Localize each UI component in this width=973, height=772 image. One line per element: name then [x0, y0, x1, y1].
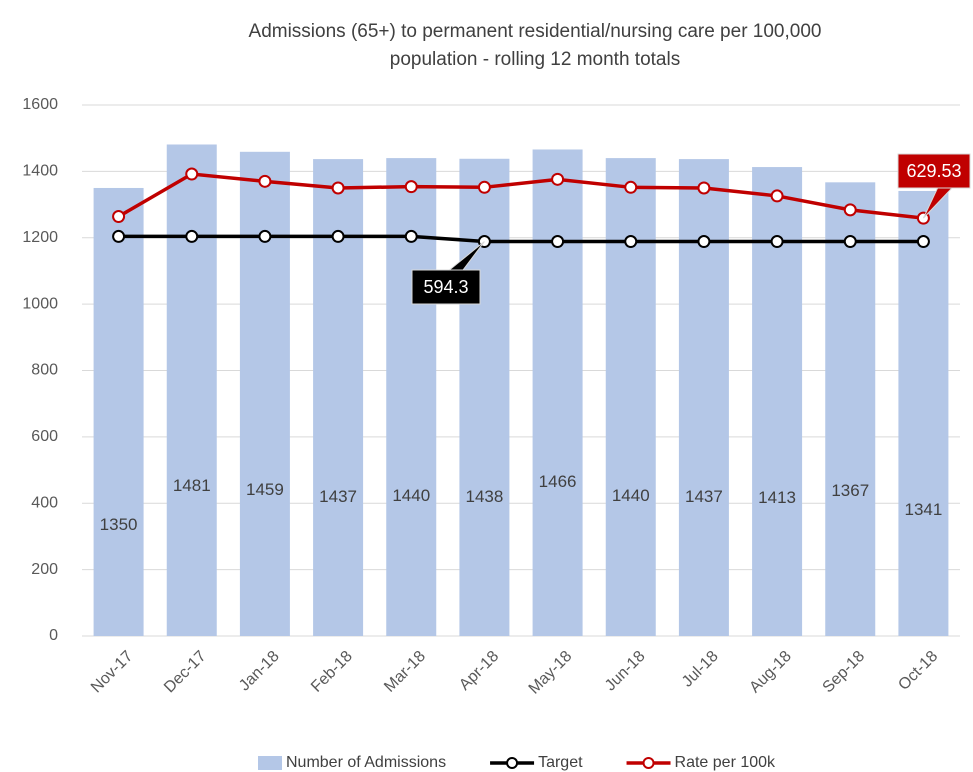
y-tick-label: 1600	[22, 96, 58, 113]
data-label: 1438	[466, 487, 504, 506]
data-label: 1437	[685, 487, 723, 506]
callout-label: 594.3	[423, 277, 468, 297]
bar	[459, 158, 510, 637]
marker	[331, 229, 345, 243]
y-tick-label: 400	[31, 494, 58, 511]
legend-marker	[506, 757, 519, 769]
y-tick-label: 200	[31, 561, 58, 578]
y-tick-label: 1200	[22, 229, 58, 246]
marker	[551, 172, 565, 186]
x-tick-label: Jan-18	[236, 648, 283, 695]
bar	[825, 182, 876, 636]
data-label: 1440	[392, 486, 430, 505]
bar	[678, 159, 729, 636]
marker	[770, 235, 784, 249]
data-label: 1466	[539, 472, 577, 491]
bar	[93, 187, 144, 636]
x-tick-label: Mar-18	[381, 648, 429, 696]
data-label: 1350	[100, 515, 138, 534]
data-label: 1440	[612, 486, 650, 505]
marker	[258, 174, 272, 188]
x-tick-label: Jul-18	[679, 648, 722, 691]
bar	[166, 144, 217, 637]
marker	[258, 229, 272, 243]
legend-label: Rate per 100k	[675, 754, 777, 771]
x-tick-label: Oct-18	[895, 648, 941, 694]
x-tick-label: Dec-17	[161, 648, 210, 697]
legend-swatch	[258, 756, 282, 770]
marker	[185, 229, 199, 243]
marker	[770, 189, 784, 203]
y-tick-label: 0	[49, 627, 58, 644]
bar	[239, 151, 290, 636]
data-label: 1459	[246, 480, 284, 499]
marker	[185, 167, 199, 181]
data-label: 1481	[173, 476, 211, 495]
callout-box	[897, 153, 971, 219]
x-tick-label: Aug-18	[746, 648, 795, 697]
marker	[916, 235, 930, 249]
marker	[404, 229, 418, 243]
callout-box	[411, 241, 485, 305]
bar	[898, 190, 949, 636]
data-label: 1413	[758, 488, 796, 507]
legend-label: Number of Admissions	[286, 754, 446, 771]
marker	[697, 235, 711, 249]
y-tick-label: 600	[31, 428, 58, 445]
bar	[532, 149, 583, 636]
x-tick-label: May-18	[526, 648, 576, 698]
marker	[331, 181, 345, 195]
marker	[843, 203, 857, 217]
marker	[843, 235, 857, 249]
x-tick-label: Sep-18	[820, 648, 869, 697]
y-tick-label: 800	[31, 362, 58, 379]
bar	[605, 158, 656, 636]
x-tick-label: Jun-18	[602, 648, 649, 695]
x-tick-label: Feb-18	[308, 648, 356, 696]
marker	[477, 180, 491, 194]
data-label: 1437	[319, 487, 357, 506]
legend-label: Target	[538, 754, 583, 771]
marker	[624, 235, 638, 249]
marker	[112, 229, 126, 243]
x-tick-label: Apr-18	[456, 648, 502, 694]
callout-label: 629.53	[906, 161, 961, 181]
line	[118, 234, 924, 244]
legend-marker	[642, 757, 655, 769]
marker	[551, 235, 565, 249]
marker	[404, 180, 418, 194]
bar	[386, 158, 437, 636]
line	[117, 172, 924, 220]
x-tick-label: Nov-17	[88, 648, 137, 697]
y-tick-label: 1000	[22, 295, 58, 312]
chart-title: Admissions (65+) to permanent residentia…	[248, 21, 822, 70]
marker	[624, 180, 638, 194]
data-label: 1341	[905, 500, 943, 519]
marker	[112, 210, 126, 224]
data-label: 1367	[831, 481, 869, 500]
y-tick-label: 1400	[22, 163, 58, 180]
marker	[697, 181, 711, 195]
